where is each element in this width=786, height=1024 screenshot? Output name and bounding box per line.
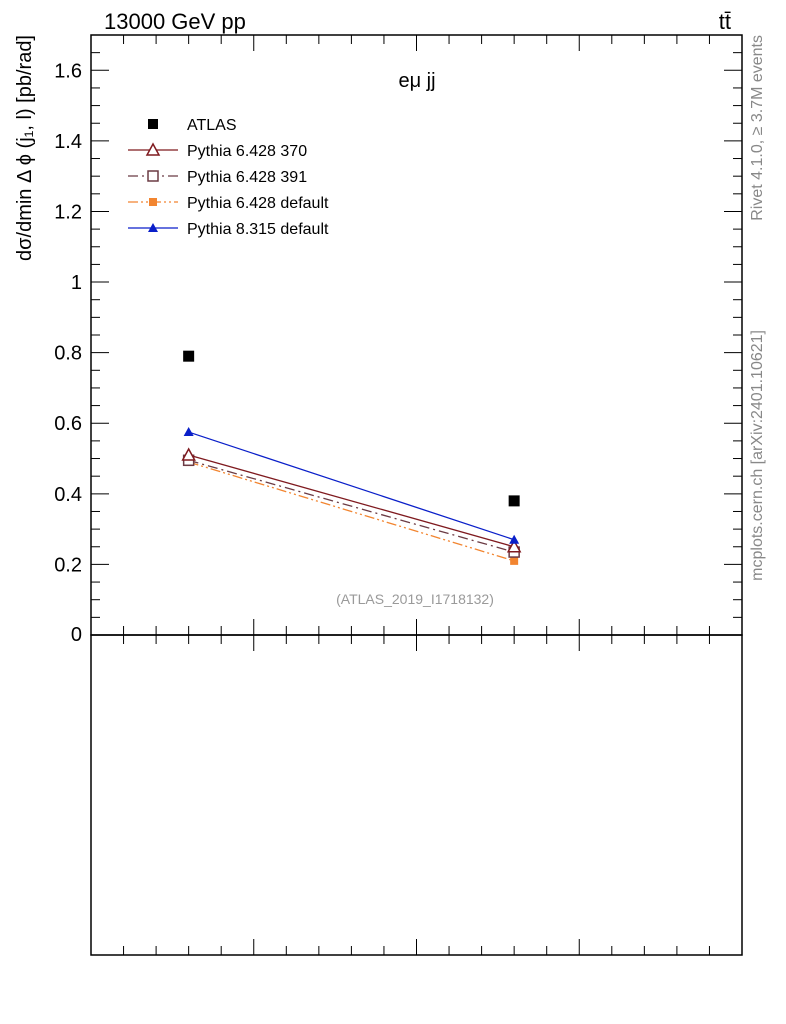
legend-label: Pythia 8.315 default xyxy=(187,221,329,238)
data-point xyxy=(181,447,196,461)
legend-item: Pythia 6.428 391 xyxy=(128,169,307,186)
y-tick-label: 0.6 xyxy=(54,413,82,435)
y-axis-title: dσ/dmin Δ ϕ (j₁, l) [pb/rad] xyxy=(14,35,36,261)
legend-label: Pythia 6.428 391 xyxy=(187,169,307,186)
series-line xyxy=(188,459,515,553)
legend-marker xyxy=(145,142,161,156)
legend-label: ATLAS xyxy=(187,117,237,134)
y-tick-label: 0.8 xyxy=(54,343,82,365)
y-tick-labels: 0.2 0.4 0.6 0.8 1 1.2 1.4 1.6 xyxy=(54,60,82,576)
series-3 xyxy=(184,458,519,565)
series-layer xyxy=(181,350,522,565)
series-2 xyxy=(182,454,520,558)
legend-marker xyxy=(148,223,158,232)
legend-item: Pythia 6.428 370 xyxy=(128,142,307,160)
series-line xyxy=(188,461,515,562)
legend-label: Pythia 6.428 default xyxy=(187,195,329,212)
rivet-label: Rivet 4.1.0, ≥ 3.7M events xyxy=(749,35,766,221)
y-tick-label: 1.6 xyxy=(54,60,82,82)
y-tick-label: 0.4 xyxy=(54,484,82,506)
chart-title: eμ jj xyxy=(398,70,435,92)
data-point xyxy=(508,495,520,507)
legend-marker xyxy=(149,198,157,206)
legend-marker xyxy=(147,170,159,182)
header-left-title: 13000 GeV pp xyxy=(104,9,246,34)
analysis-label: (ATLAS_2019_I1718132) xyxy=(336,591,494,607)
data-point xyxy=(183,427,194,437)
series-4 xyxy=(183,427,520,544)
y-tick-label-zero: 0 xyxy=(71,624,82,646)
y-tick-label: 1.2 xyxy=(54,201,82,223)
series-0 xyxy=(183,350,520,507)
legend: ATLAS Pythia 6.428 370 Pythia 6.428 391 Pyt… xyxy=(128,117,329,238)
series-line xyxy=(188,454,515,548)
legend-item: ATLAS xyxy=(148,117,237,134)
data-point xyxy=(506,539,522,553)
series-line xyxy=(188,431,515,541)
y-tick-label: 0.2 xyxy=(54,554,82,576)
data-point xyxy=(183,350,195,362)
y-tick-label: 1 xyxy=(71,272,82,294)
y-tick-label: 1.4 xyxy=(54,131,82,153)
legend-item: Pythia 8.315 default xyxy=(128,221,329,238)
legend-item: Pythia 6.428 default xyxy=(128,195,329,212)
mcplots-label: mcplots.cern.ch [arXiv:2401.10621] xyxy=(749,330,766,581)
data-point xyxy=(509,534,520,544)
axis-ticks xyxy=(90,34,743,955)
ratio-plot-frame xyxy=(90,634,743,956)
legend-label: Pythia 6.428 370 xyxy=(187,143,307,160)
header-right-title: tt̄ xyxy=(719,9,731,34)
series-1 xyxy=(181,447,522,553)
legend-marker xyxy=(148,119,158,129)
data-point xyxy=(510,556,519,565)
